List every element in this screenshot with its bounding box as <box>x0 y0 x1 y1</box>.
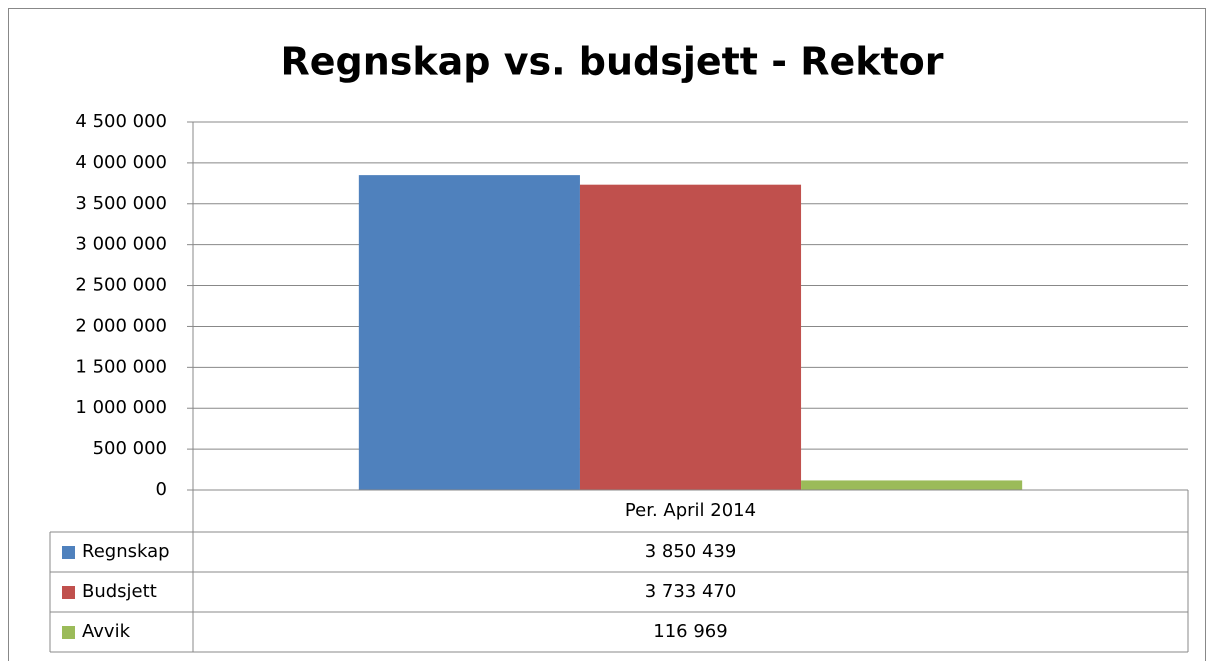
legend-label: Budsjett <box>82 581 157 602</box>
y-tick-label: 2 500 000 <box>75 275 167 296</box>
legend-key <box>62 626 75 639</box>
y-tick-label: 0 <box>156 479 167 500</box>
data-label: 116 969 <box>653 621 727 642</box>
y-tick-label: 1 500 000 <box>75 356 167 377</box>
y-tick-label: 3 500 000 <box>75 193 167 214</box>
y-tick-label: 2 000 000 <box>75 315 167 336</box>
y-tick-label: 4 500 000 <box>75 111 167 132</box>
bar <box>358 175 580 490</box>
x-tick-label: Per. April 2014 <box>625 500 756 521</box>
y-tick-label: 500 000 <box>93 438 167 459</box>
legend-key <box>62 546 75 559</box>
legend-label: Regnskap <box>82 541 170 562</box>
y-tick-label: 1 000 000 <box>75 397 167 418</box>
bar <box>579 184 802 490</box>
y-tick-label: 4 000 000 <box>75 152 167 173</box>
y-tick-label: 3 000 000 <box>75 234 167 255</box>
bar <box>801 480 1023 490</box>
legend-label: Avvik <box>82 621 131 642</box>
data-label: 3 733 470 <box>645 581 737 602</box>
legend-key <box>62 586 75 599</box>
chart-title: Regnskap vs. budsjett - Rektor <box>280 40 943 84</box>
data-label: 3 850 439 <box>645 541 737 562</box>
